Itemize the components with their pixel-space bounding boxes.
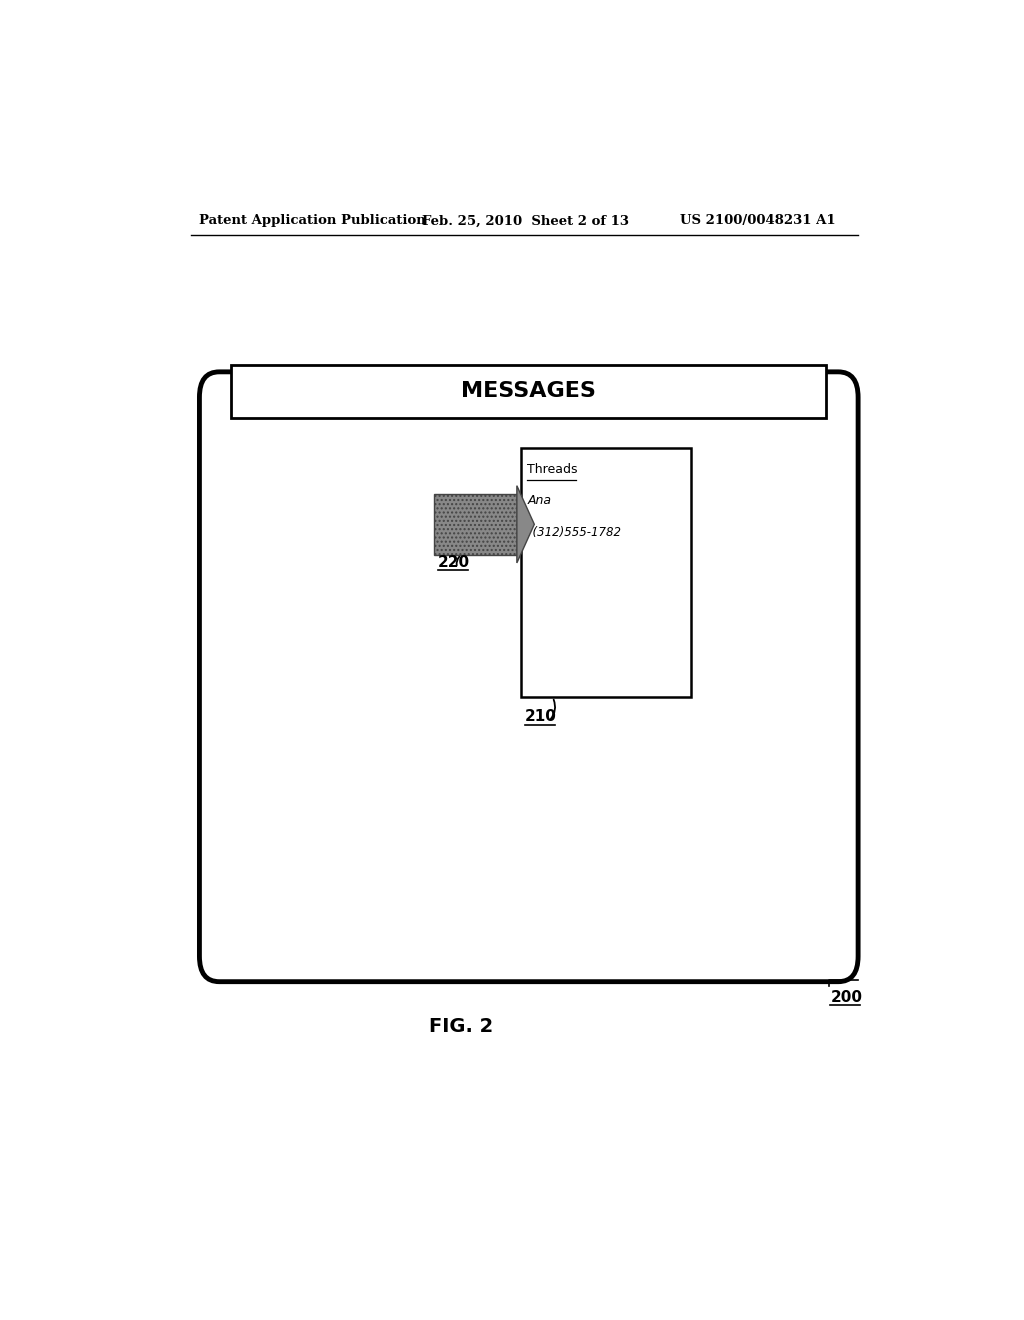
FancyBboxPatch shape	[521, 447, 691, 697]
Text: US 2100/0048231 A1: US 2100/0048231 A1	[680, 214, 836, 227]
FancyBboxPatch shape	[200, 372, 858, 982]
FancyBboxPatch shape	[433, 494, 517, 554]
Text: FIG. 2: FIG. 2	[429, 1018, 494, 1036]
FancyBboxPatch shape	[231, 364, 826, 417]
Text: 200: 200	[830, 990, 862, 1005]
Text: · (312)555-1782: · (312)555-1782	[524, 527, 621, 540]
Text: Ana: Ana	[527, 494, 551, 507]
Text: 210: 210	[524, 709, 557, 725]
Text: 220: 220	[437, 554, 470, 570]
Text: Feb. 25, 2010  Sheet 2 of 13: Feb. 25, 2010 Sheet 2 of 13	[422, 214, 629, 227]
Text: Threads: Threads	[527, 463, 578, 477]
Polygon shape	[517, 486, 535, 562]
Text: Patent Application Publication: Patent Application Publication	[200, 214, 426, 227]
Text: MESSAGES: MESSAGES	[462, 381, 596, 401]
